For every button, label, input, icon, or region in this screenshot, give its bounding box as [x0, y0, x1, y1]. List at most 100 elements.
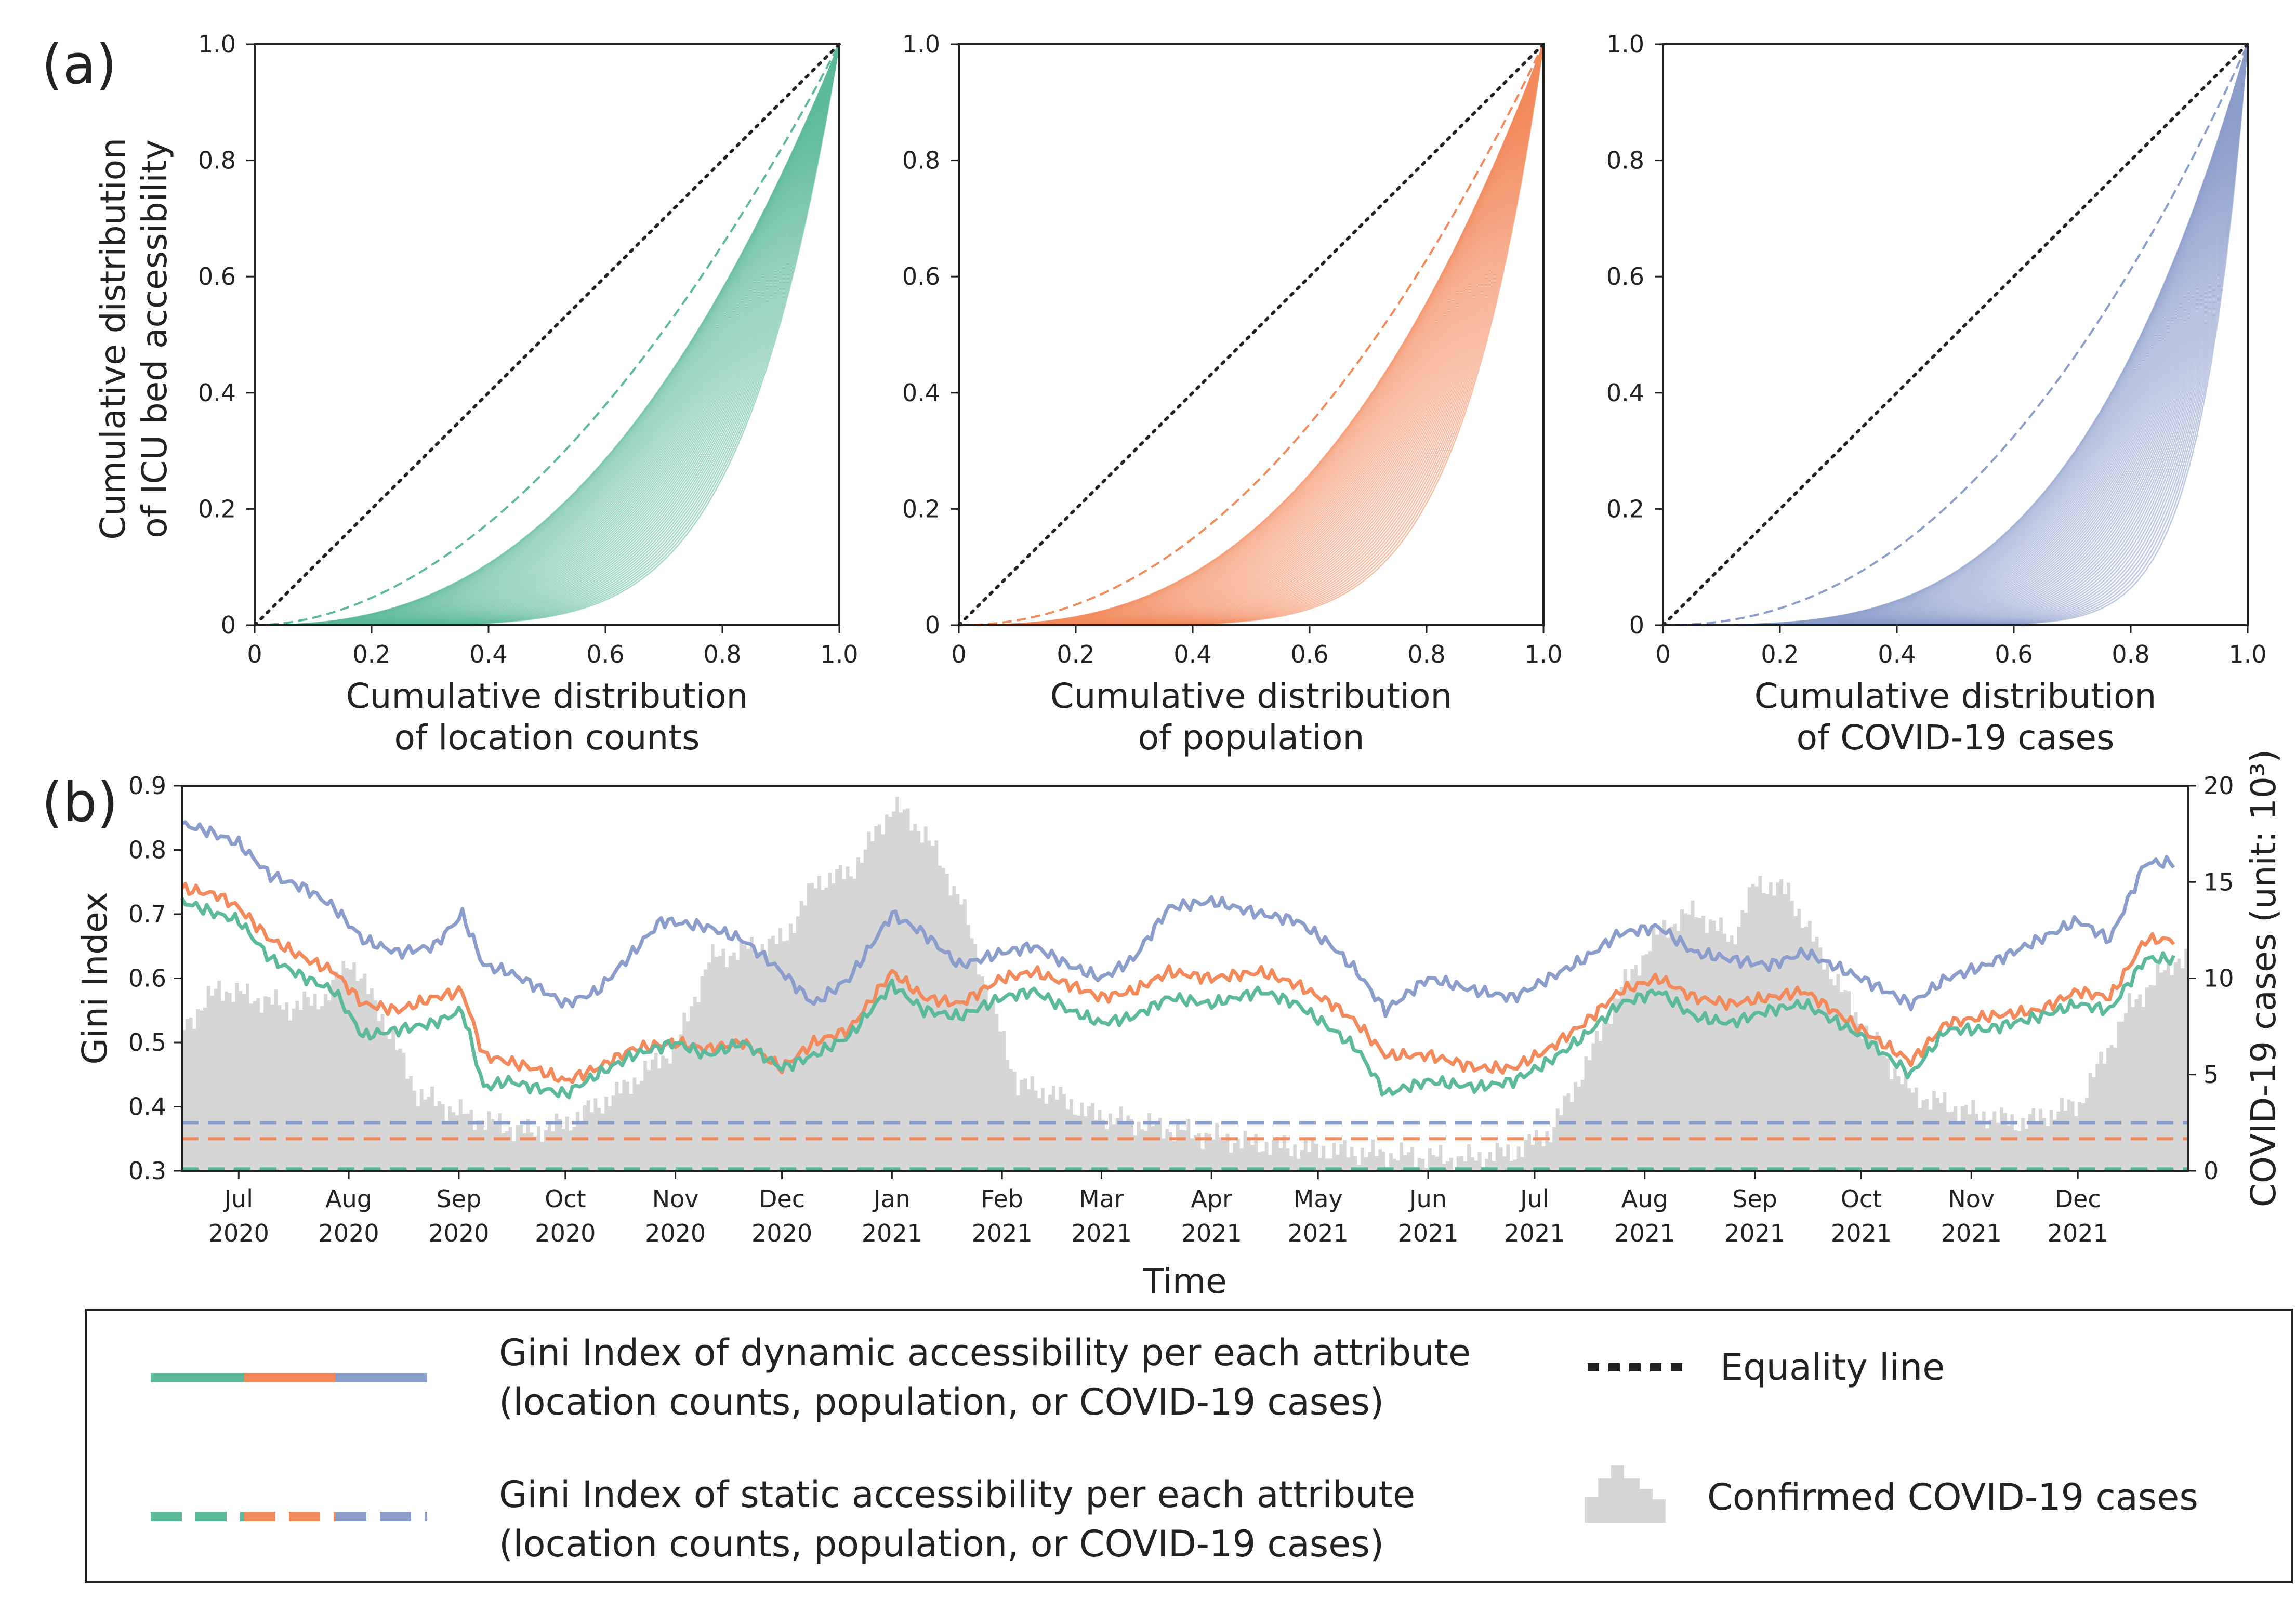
x-tick-month: Jun: [1408, 1185, 1447, 1213]
x-tick-month: Dec: [759, 1185, 805, 1213]
lorenz-axes-frame: [254, 43, 840, 626]
static-lorenz-curve: [254, 44, 840, 626]
y2-tick-label: 20: [2203, 772, 2234, 800]
lorenz-axes-frame: [958, 43, 1545, 626]
y-tick-label: 0.3: [128, 1157, 166, 1185]
x-tick-month: Jul: [1519, 1185, 1549, 1213]
x-tick-year: 2021: [1071, 1219, 1132, 1247]
x-tick-label: 1.0: [2228, 640, 2266, 668]
x-tick-month: Nov: [652, 1185, 699, 1213]
x-tick-year: 2021: [1397, 1219, 1458, 1247]
y2-axis-label: COVID-19 cases (unit: 10³): [2244, 749, 2284, 1207]
x-tick-month: Nov: [1948, 1185, 1995, 1213]
y-tick-label: 0: [925, 611, 940, 639]
y-tick-label: 0.8: [902, 147, 940, 175]
x-tick-year: 2021: [1831, 1219, 1892, 1247]
y-tick-label: 0.6: [1606, 262, 1644, 290]
x-tick-year: 2021: [972, 1219, 1033, 1247]
y-axis-label: Gini Index: [75, 892, 115, 1064]
dynamic-gini-line: [180, 882, 2175, 1084]
y-tick-label: 1.0: [902, 30, 940, 58]
x-axis-label-line2: of COVID-19 cases: [1797, 718, 2115, 758]
y2-tick-label: 0: [2203, 1157, 2219, 1185]
x-axis-label-line1: Cumulative distribution: [1050, 676, 1453, 716]
legend-dynamic-text2: (location counts, population, or COVID-1…: [499, 1381, 1384, 1423]
x-tick-year: 2020: [319, 1219, 379, 1247]
y-tick-label: 0.8: [128, 836, 166, 864]
x-tick-label: 0.6: [1290, 640, 1328, 668]
x-tick-month: Mar: [1079, 1185, 1124, 1213]
y-tick-label: 1.0: [198, 30, 236, 58]
y-tick-label: 0.9: [128, 772, 166, 800]
lorenz-ylabel-line1: Cumulative distribution: [93, 138, 133, 540]
legend-cases-text: Confirmed COVID-19 cases: [1707, 1476, 2198, 1518]
x-tick-label: 1.0: [1524, 640, 1562, 668]
x-tick-label: 0.4: [469, 640, 507, 668]
y2-tick-label: 10: [2203, 965, 2234, 993]
x-tick-year: 2021: [2048, 1219, 2108, 1247]
y2-tick-label: 5: [2203, 1061, 2219, 1089]
x-tick-label: 0.8: [2112, 640, 2149, 668]
x-tick-month: Apr: [1191, 1185, 1232, 1213]
y2-tick-label: 15: [2203, 868, 2234, 896]
x-tick-label: 0.2: [352, 640, 390, 668]
x-tick-year: 2021: [1288, 1219, 1349, 1247]
x-tick-label: 0.4: [1173, 640, 1211, 668]
x-axis-label-line1: Cumulative distribution: [346, 676, 748, 716]
lorenz-panel-population: 00 0.2 0.2 0.4 0.4 0.6 0.6 0.8 0.8 1.0 1.0 Cumulati…: [902, 30, 1563, 758]
x-tick-year: 2021: [1724, 1219, 1785, 1247]
x-tick-year: 2020: [208, 1219, 269, 1247]
x-tick-month: Sep: [437, 1185, 482, 1213]
lorenz-axes-frame: [1662, 43, 2249, 626]
panel-label-b: (b): [42, 771, 118, 834]
y-tick-label: 0.6: [128, 965, 166, 993]
x-tick-label: 0.2: [1761, 640, 1799, 668]
x-tick-month: Oct: [1841, 1185, 1882, 1213]
lorenz-ylabel: Cumulative distribution of ICU bed acces…: [93, 138, 175, 540]
y-tick-label: 0.4: [128, 1093, 166, 1121]
y-tick-label: 0.4: [902, 379, 940, 407]
panel-label-a: (a): [42, 33, 117, 96]
x-tick-month: May: [1294, 1185, 1343, 1213]
x-tick-year: 2021: [1181, 1219, 1242, 1247]
dynamic-gini-line: [181, 820, 2175, 1018]
x-tick-label: 0.2: [1057, 640, 1094, 668]
covid-cases-area: [182, 797, 2188, 1171]
y-tick-label: 0.8: [198, 147, 236, 175]
y-tick-label: 0: [1629, 611, 1644, 639]
legend-frame: [85, 1309, 2293, 1583]
legend-cases-swatch: [1585, 1465, 1666, 1523]
x-axis-label-line2: of population: [1138, 718, 1365, 758]
y-tick-label: 0.5: [128, 1028, 166, 1056]
y-tick-label: 0.6: [198, 262, 236, 290]
y-tick-label: 0.2: [198, 495, 236, 523]
x-tick-year: 2020: [428, 1219, 489, 1247]
x-axis-label-line1: Cumulative distribution: [1754, 676, 2157, 716]
x-tick-label: 0.8: [1407, 640, 1445, 668]
lorenz-ylabel-line2: of ICU bed accessibility: [135, 139, 175, 538]
x-tick-label: 0: [1655, 640, 1670, 668]
legend-equality-text: Equality line: [1720, 1346, 1945, 1389]
legend-static-text2: (location counts, population, or COVID-1…: [499, 1523, 1384, 1565]
x-tick-year: 2021: [1504, 1219, 1565, 1247]
y-tick-label: 0.6: [902, 262, 940, 290]
x-tick-month: Aug: [325, 1185, 372, 1213]
x-axis-label-line2: of location counts: [394, 718, 700, 758]
x-tick-year: 2021: [1941, 1219, 2002, 1247]
x-tick-label: 0.4: [1878, 640, 1916, 668]
gini-timeseries-panel: 0.3 0.4 0.5 0.6 0.7 0.8 0.9 0 5 10 15 20 Jul 2020 Aug 2…: [75, 749, 2284, 1301]
x-tick-label: 0.6: [586, 640, 624, 668]
x-tick-month: Jan: [872, 1185, 911, 1213]
static-lorenz-curve: [1662, 44, 2249, 626]
x-tick-month: Feb: [981, 1185, 1023, 1213]
x-tick-label: 1.0: [820, 640, 858, 668]
y-tick-label: 0.4: [1606, 379, 1644, 407]
x-tick-year: 2021: [1614, 1219, 1675, 1247]
x-tick-year: 2020: [645, 1219, 706, 1247]
x-tick-year: 2020: [751, 1219, 812, 1247]
y-tick-label: 0.2: [902, 495, 940, 523]
x-tick-label: 0: [951, 640, 966, 668]
x-tick-month: Jul: [223, 1185, 254, 1213]
x-axis-label: Time: [1142, 1261, 1227, 1301]
